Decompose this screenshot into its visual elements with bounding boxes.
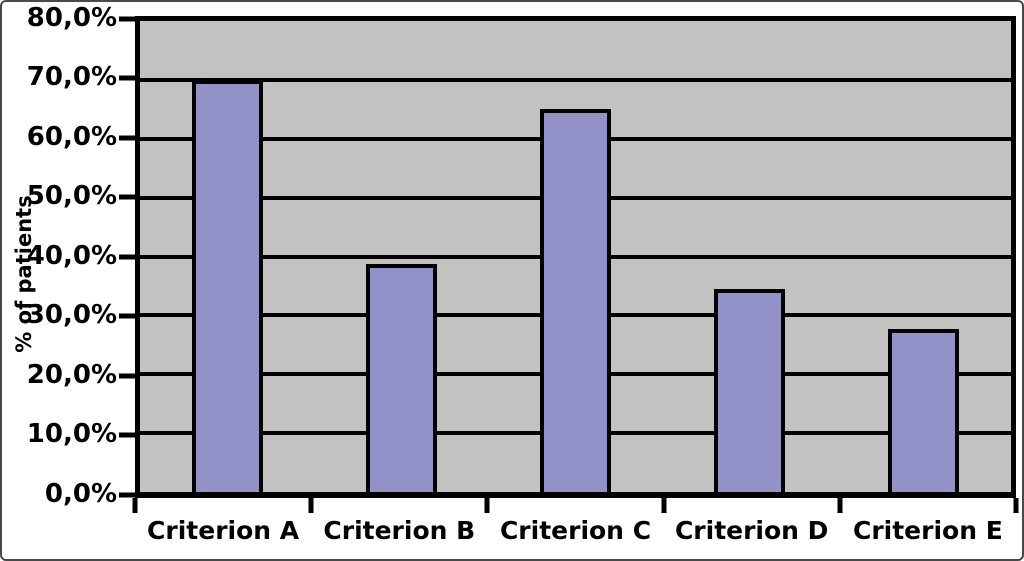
y-tick-label: 10,0%	[26, 419, 117, 450]
y-tick-mark	[119, 313, 135, 319]
bar-criterion-b	[365, 264, 437, 492]
x-tick-mark	[308, 498, 314, 513]
y-tick-label: 0,0%	[44, 478, 117, 509]
x-tick-mark	[484, 498, 490, 513]
y-tick-mark	[119, 254, 135, 260]
y-tick-label: 80,0%	[26, 2, 117, 33]
gridline	[140, 77, 1011, 82]
x-category-label: Criterion B	[323, 516, 476, 545]
x-category-label: Criterion C	[499, 516, 652, 545]
y-tick-label: 20,0%	[26, 359, 117, 390]
y-tick-mark	[119, 75, 135, 81]
x-category-label: Criterion A	[147, 516, 300, 545]
y-tick-label: 30,0%	[26, 300, 117, 331]
y-tick-label: 60,0%	[26, 121, 117, 152]
y-tick-mark	[119, 373, 135, 379]
x-tick-mark	[1013, 498, 1019, 513]
bar-criterion-a	[191, 79, 263, 492]
x-tick-mark	[661, 498, 667, 513]
y-tick-label: 50,0%	[26, 180, 117, 211]
bar-criterion-e	[888, 328, 960, 492]
x-category-label: Criterion E	[852, 516, 1003, 545]
y-tick-label: 70,0%	[26, 61, 117, 92]
x-category-label: Criterion D	[674, 516, 829, 545]
y-tick-mark	[119, 194, 135, 200]
plot-area	[135, 16, 1016, 498]
x-tick-mark	[837, 498, 843, 513]
y-tick-mark	[119, 135, 135, 141]
bar-criterion-c	[540, 109, 611, 492]
y-tick-label: 40,0%	[26, 240, 117, 271]
x-tick-mark	[132, 498, 138, 513]
y-tick-mark	[119, 16, 135, 21]
bar-criterion-d	[714, 288, 786, 492]
y-tick-mark	[119, 492, 135, 498]
y-tick-mark	[119, 432, 135, 438]
